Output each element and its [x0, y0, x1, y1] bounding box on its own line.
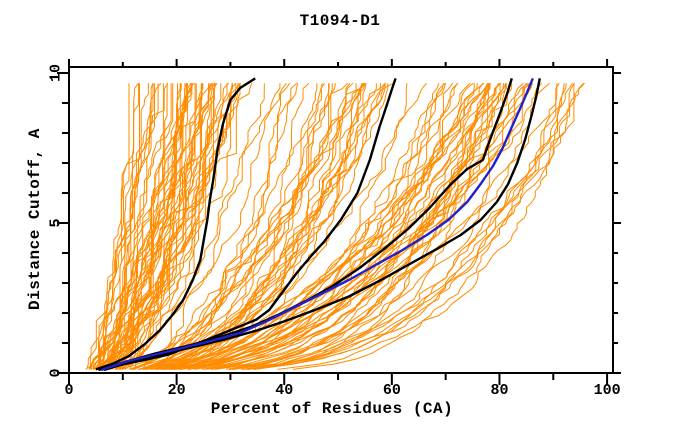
model-curve: [170, 82, 550, 370]
highlighted-curves: [95, 77, 541, 372]
model-curve: [106, 83, 164, 370]
model-curve: [115, 83, 187, 370]
model-curve: [211, 82, 459, 370]
y-tick-label: 5: [48, 218, 65, 227]
model-curve: [248, 82, 560, 370]
model-curve: [94, 83, 193, 370]
model-curve: [253, 82, 584, 370]
model-curve: [171, 83, 505, 370]
model-curve: [146, 82, 427, 370]
model-curve: [98, 83, 140, 370]
model-curve: [107, 82, 241, 370]
model-curve: [137, 82, 386, 370]
model-curve: [179, 83, 507, 370]
x-tick-label: 20: [168, 382, 186, 399]
model-curve: [141, 83, 377, 370]
model-curve: [228, 82, 502, 370]
model-curve: [174, 83, 491, 370]
model-curve: [102, 83, 140, 370]
model-curve: [155, 83, 330, 370]
model-curve: [226, 83, 488, 370]
model-curve: [232, 82, 575, 370]
x-tick-label: 60: [383, 382, 401, 399]
y-tick-label: 10: [48, 64, 65, 82]
plot-border: [68, 66, 614, 374]
model-curve: [203, 82, 507, 370]
model-curve: [139, 83, 318, 370]
axis-ticks: [57, 59, 621, 385]
model-curve: [170, 82, 490, 370]
model-curve: [245, 82, 573, 370]
x-tick-label: 0: [64, 382, 73, 399]
model-curve: [99, 83, 155, 370]
model-curve: [129, 83, 197, 370]
model-curve: [156, 83, 323, 370]
model-curve: [85, 83, 189, 370]
x-tick-label: 40: [275, 382, 293, 399]
model-curve: [187, 82, 458, 370]
x-tick-label: 100: [594, 382, 621, 399]
x-axis-title: Percent of Residues (CA): [210, 400, 454, 418]
x-tick-label: 80: [490, 382, 508, 399]
model-curve: [242, 82, 527, 370]
blue-reference-curve: [100, 77, 534, 372]
model-curve: [100, 82, 162, 370]
black-highlight-curve-2: [98, 78, 397, 371]
model-curve: [106, 82, 237, 370]
model-curve: [143, 82, 349, 370]
model-curve: [143, 83, 382, 370]
model-curve: [139, 83, 333, 370]
model-curve: [143, 83, 330, 370]
model-curve: [88, 83, 154, 370]
model-curve: [150, 83, 336, 370]
model-curve: [93, 83, 213, 370]
model-curve: [132, 82, 310, 370]
model-curve: [92, 82, 218, 370]
model-curve: [133, 82, 364, 370]
model-curve: [253, 83, 567, 370]
model-curve: [120, 83, 216, 370]
model-curve: [165, 82, 474, 370]
tick-labels: 0 20 40 60 80 100 0 5 10: [48, 64, 621, 399]
black-highlight-curve-4: [103, 78, 541, 372]
axis-frame: [68, 66, 614, 374]
y-tick-label: 0: [48, 368, 65, 377]
black-highlight-curve-1: [95, 77, 256, 371]
model-curve: [215, 82, 543, 370]
plot-title: T1094-D1: [299, 12, 381, 30]
model-curve: [94, 83, 209, 370]
orange-model-curves: [85, 82, 585, 370]
model-curve: [144, 82, 490, 370]
model-curve: [129, 82, 287, 370]
model-curve: [93, 83, 159, 370]
model-curve: [132, 82, 298, 370]
model-curve: [277, 82, 585, 370]
model-curve: [157, 83, 440, 370]
model-curve: [188, 82, 500, 370]
model-curve: [120, 83, 222, 370]
model-curve: [111, 83, 178, 370]
model-curve: [229, 82, 501, 370]
model-curve: [132, 83, 281, 370]
